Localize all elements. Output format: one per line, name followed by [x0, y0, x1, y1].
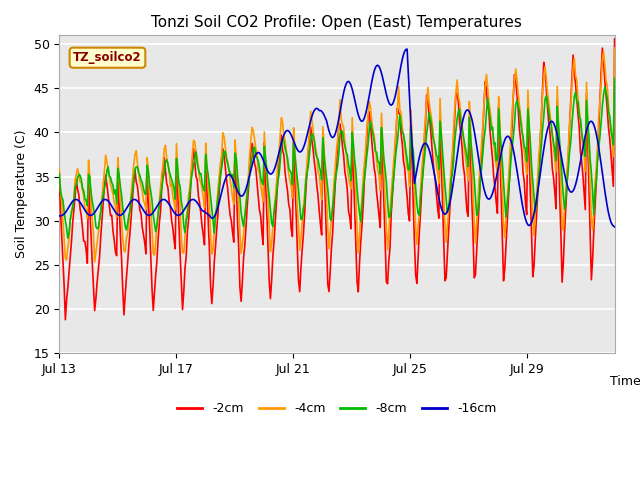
Legend: -2cm, -4cm, -8cm, -16cm: -2cm, -4cm, -8cm, -16cm	[172, 397, 501, 420]
Text: TZ_soilco2: TZ_soilco2	[73, 51, 142, 64]
Y-axis label: Soil Temperature (C): Soil Temperature (C)	[15, 130, 28, 258]
Title: Tonzi Soil CO2 Profile: Open (East) Temperatures: Tonzi Soil CO2 Profile: Open (East) Temp…	[152, 15, 522, 30]
X-axis label: Time: Time	[611, 375, 640, 388]
